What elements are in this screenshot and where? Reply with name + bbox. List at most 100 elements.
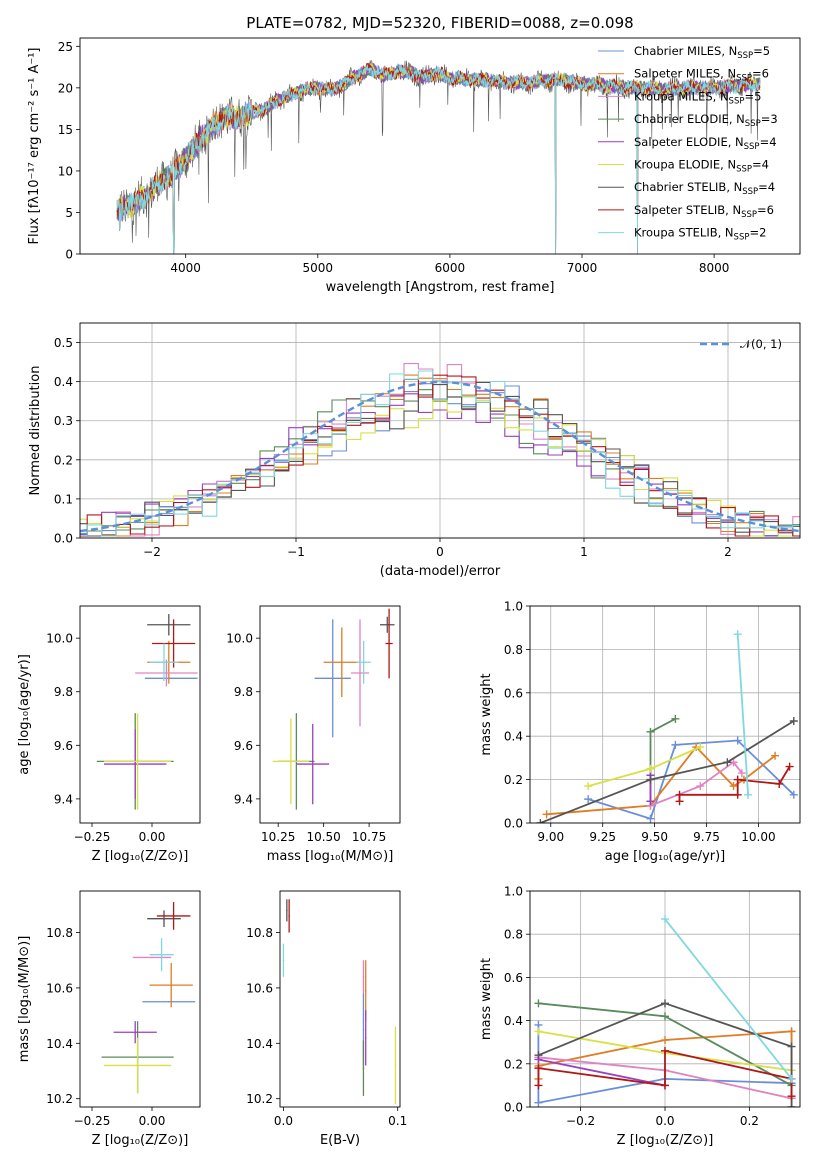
legend-entry: Chabrier MILES, NSSP=5	[634, 44, 770, 61]
plot-area-age-vs-Z	[96, 614, 198, 810]
series-marker	[775, 779, 784, 788]
y-tick-label: 0.1	[54, 492, 73, 506]
y-tick-label: 0.4	[504, 1014, 523, 1028]
x-axis-label: Z [log₁₀(Z/Z⊙)]	[92, 1133, 189, 1148]
series-marker	[646, 814, 655, 823]
x-tick-label: −0.25	[74, 830, 111, 844]
axes-frame	[279, 890, 401, 1108]
x-tick-label: 9.50	[641, 830, 668, 844]
legend-suffix: =3	[761, 112, 778, 126]
y-tick-label: 9.8	[54, 685, 73, 699]
legend-sub: SSP	[737, 51, 753, 61]
panel-age-vs-Z: −0.25 0.00 9.4 9.6 9.8 10.0 Z [log₁₀(Z/Z⊙)] age…	[17, 605, 201, 864]
series-marker	[787, 1042, 796, 1051]
series-marker	[787, 1103, 796, 1107]
y-tick-label: 10.0	[226, 632, 253, 646]
y-tick-label: 9.6	[54, 739, 73, 753]
series-marker	[534, 999, 543, 1008]
x-tick-label: 6000	[435, 261, 466, 275]
y-tick-label: 10.8	[46, 926, 73, 940]
series-marker	[787, 1092, 796, 1101]
series-line	[587, 746, 701, 787]
y-tick-label: 10.4	[246, 1037, 273, 1051]
data-point	[134, 1031, 136, 1034]
legend-entry: Chabrier ELODIE, NSSP=3	[634, 112, 778, 129]
x-tick-label: 9.75	[693, 830, 720, 844]
y-tick-label: 0.2	[504, 773, 523, 787]
y-tick-label: 10.6	[46, 981, 73, 995]
x-axis-label: age [log₁₀(age/yr)]	[605, 849, 726, 864]
series-marker	[534, 1064, 543, 1073]
x-axis-label: E(B-V)	[320, 1133, 360, 1148]
y-tick-label: 5	[65, 206, 73, 220]
y-tick-label: 25	[58, 40, 73, 54]
series-line	[650, 760, 743, 807]
x-axis-label: (data-model)/error	[380, 564, 501, 579]
data-point	[288, 915, 290, 917]
data-point	[163, 917, 165, 920]
x-tick-label: 2	[724, 545, 732, 559]
x-tick-label: 9.00	[537, 830, 564, 844]
data-point	[386, 623, 389, 626]
panel-mass-vs-EBV: 0.0 0.1 10.2 10.4 10.6 10.8 E(B-V)	[246, 890, 407, 1148]
series-marker	[787, 1074, 796, 1083]
y-axis-label: mass weight	[479, 673, 494, 755]
legend-entry: Salpeter MILES, NSSP=6	[634, 67, 769, 84]
x-axis-label: Z [log₁₀(Z/Z⊙)]	[92, 849, 189, 864]
axes-frame	[79, 322, 801, 539]
data-point	[362, 976, 365, 978]
data-point	[136, 760, 139, 763]
legend-suffix: =6	[752, 67, 769, 81]
legend-suffix: =5	[744, 89, 761, 103]
y-tick-label: 9.8	[234, 685, 253, 699]
series-marker	[696, 743, 705, 752]
series-line	[678, 766, 791, 802]
panel-residuals: −2 −1 0 1 2 0.0 0.1 0.2 0.3 0.4 0.5 (data-model)/er…	[28, 322, 801, 579]
spectrum-line	[116, 63, 761, 254]
y-tick-label: 20	[58, 81, 73, 95]
legend-suffix: =4	[760, 135, 777, 149]
data-point	[160, 953, 163, 956]
figure-title: PLATE=0782, MJD=52320, FIBERID=0088, z=0…	[246, 14, 633, 32]
y-tick-label: 0.0	[54, 532, 73, 546]
x-tick-label: 1	[580, 545, 588, 559]
plot-area-mass-vs-EBV	[282, 899, 397, 1105]
x-tick-label: −1	[287, 545, 305, 559]
x-tick-label: 5000	[303, 261, 334, 275]
series-marker	[661, 915, 669, 924]
x-tick-label: 10.00	[741, 830, 775, 844]
y-tick-label: 0.0	[504, 817, 523, 831]
y-tick-label: 0	[65, 248, 73, 262]
plot-area-age-vs-mass	[272, 608, 395, 810]
series-line	[664, 918, 793, 1080]
data-point	[311, 763, 314, 765]
y-tick-label: 0.6	[504, 686, 523, 700]
x-tick-label: 0.1	[388, 1114, 407, 1128]
x-tick-label: 0	[436, 545, 444, 559]
legend-label: Kroupa STELIB, N	[634, 226, 734, 240]
series-marker	[671, 714, 680, 723]
series-marker	[661, 1081, 669, 1090]
data-point	[286, 909, 288, 912]
y-axis-label: age [log₁₀(age/yr)]	[17, 654, 32, 775]
y-tick-label: 10.8	[246, 926, 273, 940]
x-tick-label: 4000	[170, 261, 201, 275]
y-tick-label: 0.2	[54, 453, 73, 467]
panel-spectrum: 4000 5000 6000 7000 8000 0 5 10 15 20 25 wavelength…	[27, 37, 801, 295]
y-tick-label: 0.4	[504, 730, 523, 744]
series-marker	[785, 762, 794, 771]
axes-frame	[529, 605, 801, 824]
y-tick-label: 0.8	[504, 928, 523, 942]
series-marker	[675, 790, 684, 799]
legend-sub: SSP	[729, 96, 745, 106]
data-point	[331, 677, 334, 680]
series-marker	[542, 810, 551, 819]
x-axis-label: Z [log₁₀(Z/Z⊙)]	[617, 1133, 714, 1148]
series-marker	[787, 1027, 796, 1036]
legend-sub: SSP	[736, 165, 752, 175]
data-point	[172, 915, 175, 917]
data-point	[364, 1036, 367, 1039]
x-tick-label: 10.25	[261, 830, 295, 844]
data-point	[172, 642, 175, 645]
x-axis-label: wavelength [Angstrom, rest frame]	[326, 280, 555, 295]
